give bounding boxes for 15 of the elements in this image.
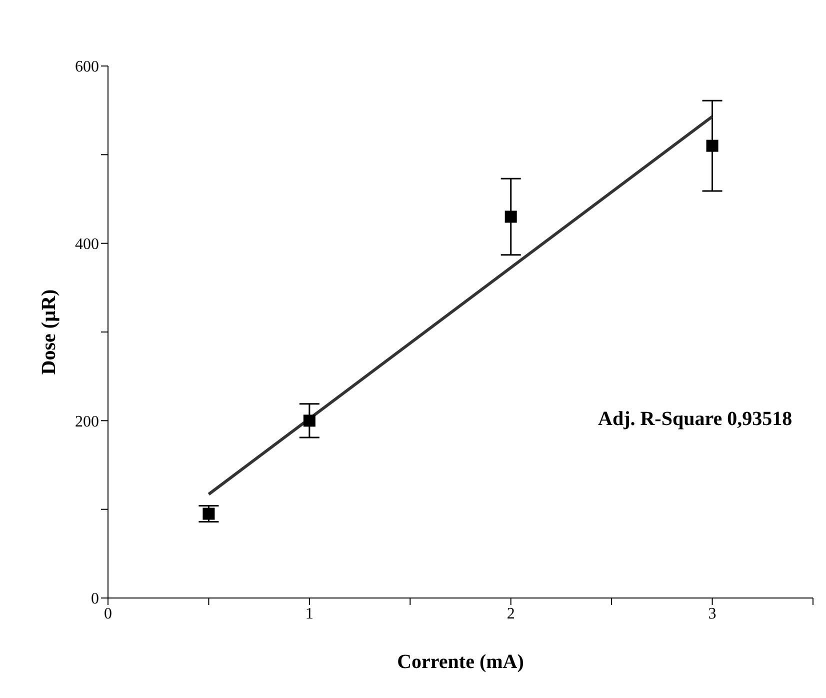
point [706, 140, 718, 152]
x-tick-label: 1 [305, 605, 314, 622]
x-tick-label: 2 [506, 605, 515, 622]
point [303, 414, 316, 427]
point [202, 508, 215, 520]
y-tick-label: 0 [91, 590, 99, 608]
y-tick-label: 600 [75, 58, 99, 76]
y-axis-title: Dose (µR) [38, 289, 60, 375]
x-tick-label: 0 [104, 605, 112, 622]
y-tick-label: 400 [75, 236, 99, 254]
point [504, 210, 517, 223]
x-axis-title: Corrente (mA) [397, 651, 524, 673]
x-tick-label: 3 [708, 605, 716, 622]
annotation: Adj. R-Square 0,93518 [598, 408, 792, 431]
y-tick-label: 200 [75, 413, 99, 430]
